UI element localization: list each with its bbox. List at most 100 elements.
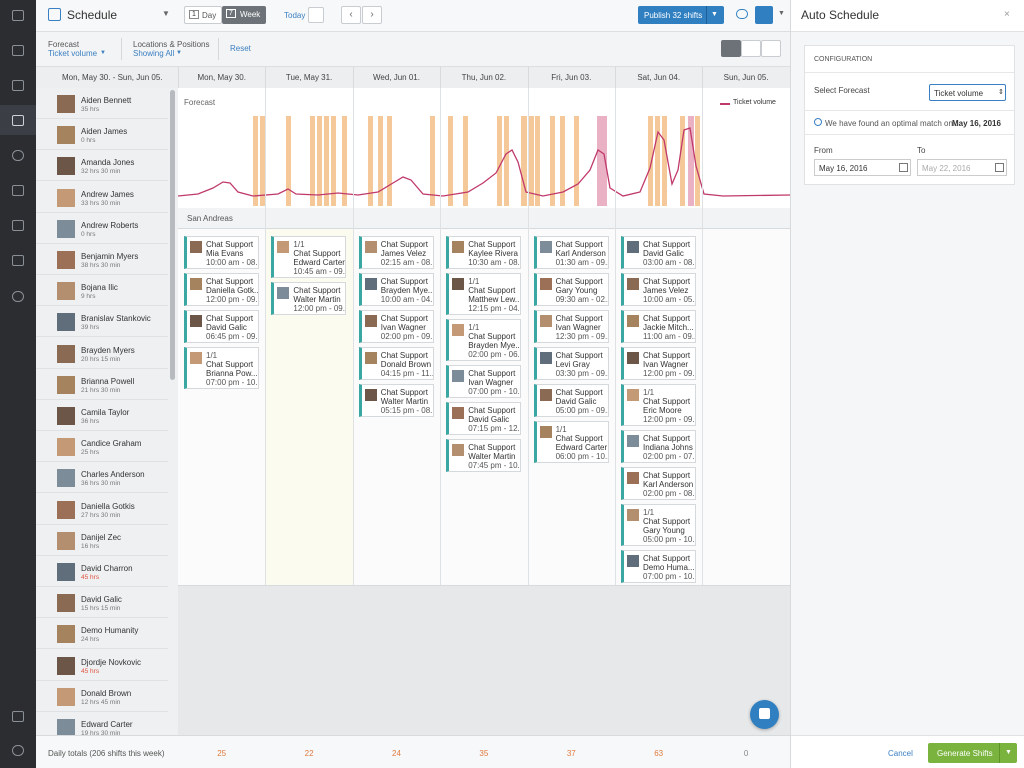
shift-card[interactable]: Chat Support David Galic 07:15 pm - 12... <box>446 402 522 435</box>
shift-card[interactable]: Chat Support James Velez 02:15 am - 08... <box>358 236 434 269</box>
shift-card[interactable]: Chat Support Indiana Johns 02:00 pm - 07..… <box>621 430 696 463</box>
employee-row[interactable]: Djordje Novkovic 45 hrs <box>36 650 168 681</box>
shift-card[interactable]: 1/1 Chat Support Brayden Mye... 02:00 pm - … <box>446 319 522 361</box>
employee-row[interactable]: Amanda Jones 32 hrs 30 min <box>36 150 168 182</box>
shift-card[interactable]: Chat Support David Galic 06:45 pm - 09... <box>184 310 259 343</box>
next-button[interactable]: › <box>362 6 382 24</box>
shift-card[interactable]: Chat Support Karl Anderson 01:30 am - 09..… <box>533 236 609 269</box>
shift-card[interactable]: Chat Support Karl Anderson 02:00 pm - 08..… <box>621 467 696 500</box>
shift-card[interactable]: Chat Support Ivan Wagner 02:00 pm - 09... <box>358 310 434 343</box>
filter-value[interactable]: Ticket volume <box>48 49 98 58</box>
employee-row[interactable]: Donald Brown 12 hrs 45 min <box>36 681 168 712</box>
day-button[interactable]: 1 Day <box>184 6 222 24</box>
shift-card[interactable]: Chat Support David Galic 03:00 am - 08... <box>621 236 696 269</box>
employee-row[interactable]: Edward Carter 19 hrs 30 min <box>36 712 168 735</box>
nav-icon[interactable] <box>12 150 24 161</box>
week-button[interactable]: 7 Week <box>222 6 266 24</box>
user-button[interactable] <box>755 6 773 24</box>
shift-card[interactable]: Chat Support Kaylee Rivera 10:30 am - 08..… <box>446 236 522 269</box>
view-button[interactable] <box>741 40 761 57</box>
prev-button[interactable]: ‹ <box>341 6 361 24</box>
employee-name: Charles Anderson <box>81 470 145 480</box>
highlight <box>550 116 555 206</box>
nav-icon[interactable] <box>12 711 24 722</box>
employee-row[interactable]: Aiden Bennett 35 hrs <box>36 88 168 119</box>
employee-row[interactable]: Aiden James 0 hrs <box>36 119 168 151</box>
today-link[interactable]: Today <box>284 11 306 20</box>
close-button[interactable]: × <box>1004 9 1010 20</box>
caret[interactable]: ▼ <box>778 10 785 17</box>
filter-value[interactable]: Showing All <box>133 49 175 58</box>
shift-card[interactable]: Chat Support Walter Martin 12:00 pm - 09..… <box>271 282 347 315</box>
shift-card[interactable]: 1/1 Chat Support Brianna Pow... 07:00 pm - … <box>184 347 259 389</box>
employee-row[interactable]: David Galic 15 hrs 15 min <box>36 587 168 619</box>
view-button[interactable] <box>761 40 781 57</box>
nav-icon[interactable] <box>12 291 24 302</box>
nav-icon[interactable] <box>12 115 24 126</box>
employee-row[interactable]: Brayden Myers 20 hrs 15 min <box>36 338 168 369</box>
employee-row[interactable]: David Charron 45 hrs <box>36 556 168 587</box>
shift-card[interactable]: Chat Support Ivan Wagner 12:30 pm - 09... <box>533 310 609 343</box>
shift-card[interactable]: 1/1 Chat Support Matthew Lew... 12:15 pm - … <box>446 273 522 315</box>
shift-position: Chat Support <box>643 434 691 443</box>
employee-row[interactable]: Camila Taylor 36 hrs <box>36 400 168 431</box>
from-input[interactable]: May 16, 2016 <box>814 159 911 176</box>
divider <box>706 6 707 24</box>
scrollbar[interactable] <box>170 90 175 380</box>
shift-card[interactable]: Chat Support James Velez 10:00 am - 05... <box>621 273 696 306</box>
cancel-button[interactable]: Cancel <box>888 749 913 758</box>
shift-card[interactable]: 1/1 Chat Support Eric Moore 12:00 pm - 09..… <box>621 384 696 426</box>
shift-card[interactable]: 1/1 Chat Support Edward Carter 06:00 pm - 1… <box>533 421 609 463</box>
nav-icon[interactable] <box>12 185 24 196</box>
shift-card[interactable]: Chat Support Walter Martin 07:45 pm - 10..… <box>446 439 522 472</box>
help-button[interactable] <box>750 700 779 729</box>
totals-bar: Daily totals (206 shifts this week) 25 22… <box>36 735 790 768</box>
shift-card[interactable]: Chat Support Demo Huma... 07:00 pm - 10... <box>621 550 696 583</box>
chat-icon[interactable] <box>736 9 748 19</box>
nav-icon[interactable] <box>12 220 24 231</box>
nav-icon[interactable] <box>12 745 24 756</box>
location-row: San Andreas <box>178 208 790 229</box>
shift-card[interactable]: Chat Support David Galic 05:00 pm - 09... <box>533 384 609 417</box>
avatar <box>57 313 75 332</box>
daily-total: 0 <box>743 749 749 758</box>
calendar-button[interactable] <box>308 7 324 23</box>
employee-row[interactable]: Demo Humanity 24 hrs <box>36 618 168 650</box>
view-button[interactable] <box>721 40 741 57</box>
employee-row[interactable]: Benjamin Myers 38 hrs 30 min <box>36 244 168 275</box>
shift-card[interactable]: Chat Support Levi Gray 03:30 pm - 09... <box>533 347 609 380</box>
to-input[interactable]: May 22, 2016 <box>917 159 1007 176</box>
employee-row[interactable]: Charles Anderson 36 hrs 30 min <box>36 462 168 494</box>
publish-button[interactable]: Publish 32 shifts ▼ <box>638 6 724 24</box>
shift-position: Chat Support <box>380 277 428 286</box>
employee-row[interactable]: Andrew Roberts 0 hrs <box>36 213 168 244</box>
employee-row[interactable]: Danijel Zec 16 hrs <box>36 525 168 556</box>
nav-icon[interactable] <box>12 10 24 21</box>
shift-card[interactable]: Chat Support Walter Martin 05:15 pm - 08..… <box>358 384 434 417</box>
nav-icon[interactable] <box>12 80 24 91</box>
shift-card[interactable]: 1/1 Chat Support Gary Young 05:00 pm - 10..… <box>621 504 696 546</box>
shift-card[interactable]: Chat Support Mia Evans 10:00 am - 08... <box>184 236 259 269</box>
generate-button[interactable]: Generate Shifts ▼ <box>928 743 1017 763</box>
nav-icon[interactable] <box>12 45 24 56</box>
reset-link[interactable]: Reset <box>230 44 251 53</box>
forecast-select[interactable]: Ticket volume ⇕ <box>929 84 1006 101</box>
highlight <box>324 116 329 206</box>
employee-row[interactable]: Candice Graham 25 hrs <box>36 431 168 463</box>
shift-card[interactable]: Chat Support Donald Brown 04:15 pm - 11... <box>358 347 434 380</box>
shift-card[interactable]: Chat Support Ivan Wagner 07:00 pm - 10... <box>446 365 522 398</box>
nav-icon[interactable] <box>12 255 24 266</box>
employee-row[interactable]: Andrew James 33 hrs 30 min <box>36 182 168 213</box>
shift-card[interactable]: Chat Support Brayden Mye... 10:00 am - 04.… <box>358 273 434 306</box>
shift-card[interactable]: Chat Support Ivan Wagner 12:00 pm - 09... <box>621 347 696 380</box>
shift-card[interactable]: Chat Support Daniella Gotk... 12:00 pm - 0… <box>184 273 259 306</box>
employee-row[interactable]: Bojana Ilic 9 hrs <box>36 275 168 307</box>
caret[interactable]: ▼ <box>162 9 170 18</box>
employee-row[interactable]: Brianna Powell 21 hrs 30 min <box>36 369 168 400</box>
employee-row[interactable]: Branislav Stankovic 39 hrs <box>36 306 168 338</box>
employee-row[interactable]: Daniella Gotkis 27 hrs 30 min <box>36 494 168 525</box>
shift-card[interactable]: Chat Support Jackie Mitch... 11:00 am - 09… <box>621 310 696 343</box>
avatar <box>57 594 75 613</box>
shift-card[interactable]: 1/1 Chat Support Edward Carter 10:45 am - 0… <box>271 236 347 278</box>
shift-card[interactable]: Chat Support Gary Young 09:30 am - 02... <box>533 273 609 306</box>
